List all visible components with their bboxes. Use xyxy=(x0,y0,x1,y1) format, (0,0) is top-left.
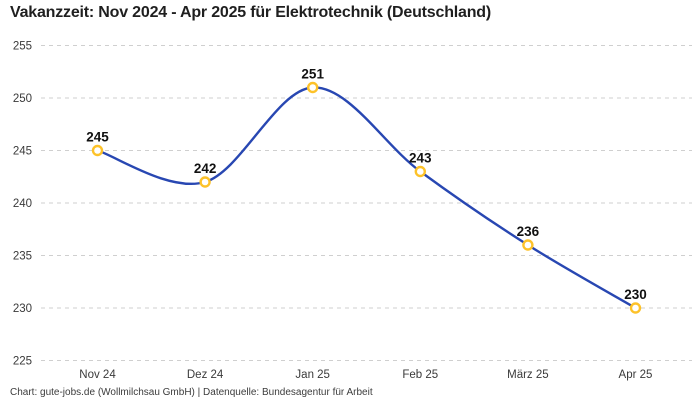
x-axis-tick-label: Feb 25 xyxy=(402,369,438,381)
x-axis-tick-label: Jan 25 xyxy=(295,369,330,381)
chart-footer-attribution: Chart: gute-jobs.de (Wollmilchsau GmbH) … xyxy=(10,387,373,398)
data-point-label: 236 xyxy=(517,224,540,239)
line-series xyxy=(96,86,637,310)
y-axis-tick-label: 235 xyxy=(13,251,32,263)
data-point-label: 251 xyxy=(301,67,324,82)
x-axis-tick-label: Dez 24 xyxy=(187,369,224,381)
x-axis-tick-label: Nov 24 xyxy=(79,369,116,381)
data-point-label: 245 xyxy=(86,130,109,145)
data-point-marker xyxy=(199,176,211,188)
data-point-marker xyxy=(629,302,642,314)
y-axis-tick-label: 255 xyxy=(13,41,32,53)
data-point-label: 242 xyxy=(194,161,217,176)
data-point-label: 243 xyxy=(409,151,432,166)
y-axis-tick-label: 240 xyxy=(13,198,32,210)
data-point-marker xyxy=(414,165,426,178)
y-axis-tick-label: 230 xyxy=(13,303,32,315)
chart-title: Vakanzzeit: Nov 2024 - Apr 2025 für Elek… xyxy=(10,4,491,21)
y-axis-tick-label: 250 xyxy=(13,93,32,105)
data-point-marker xyxy=(522,239,534,251)
x-axis-tick-label: März 25 xyxy=(507,369,549,381)
data-point-marker xyxy=(91,144,104,157)
y-axis-tick-label: 225 xyxy=(13,356,32,368)
data-point-label: 230 xyxy=(624,287,647,302)
x-axis-tick-label: Apr 25 xyxy=(619,369,653,381)
y-axis-tick-label: 245 xyxy=(13,146,32,158)
data-point-marker xyxy=(307,81,319,94)
